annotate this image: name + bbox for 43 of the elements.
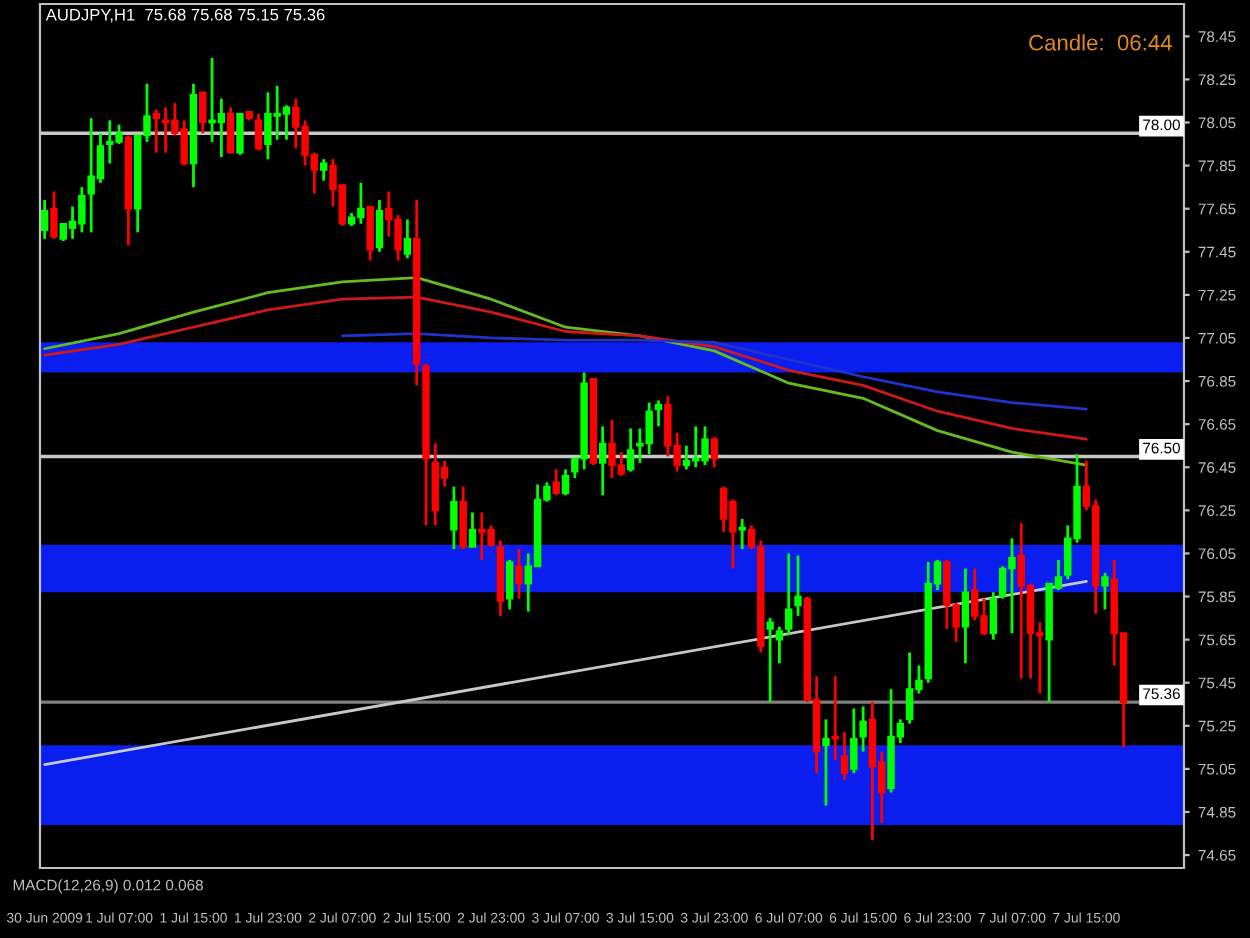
candlestick [375,198,384,254]
candlestick [794,554,802,618]
candlestick [868,700,877,842]
candlestick [40,198,49,241]
candlestick [840,730,849,782]
candlestick [50,190,58,241]
candlestick [784,552,793,637]
line-series [43,276,1088,467]
candlestick [403,218,412,260]
candlestick [738,517,746,551]
candlestick [654,399,663,428]
candlestick [989,590,998,641]
candlestick [152,108,160,155]
candlestick [831,674,839,762]
candlestick [366,205,374,262]
line-series [340,332,1088,411]
candlestick [598,424,607,497]
candlestick [505,558,514,611]
candlestick [236,112,244,157]
annotation: Candle: 06:44 [1029,34,1172,51]
candlestick [1101,571,1109,611]
candlestick [515,547,523,601]
candlestick [319,157,328,183]
line-series [43,295,1088,441]
candlestick [561,468,570,497]
candlestick [822,717,830,807]
candlestick [199,90,207,135]
candlestick [682,444,691,471]
candlestick [226,106,235,155]
candlestick [961,567,970,665]
candlestick [254,112,263,152]
candlestick [552,468,560,497]
candlestick [626,427,635,473]
candlestick [450,485,458,551]
candlestick [468,511,477,549]
candlestick [775,625,784,665]
candlestick [766,616,774,704]
candlestick [850,707,858,775]
candlestick [459,485,467,551]
chart-title: AUDJPY,H1 75.68 75.68 75.15 75.36 [45,8,325,23]
candlestick [710,435,719,469]
candlestick [859,705,867,754]
candlestick [431,442,440,527]
